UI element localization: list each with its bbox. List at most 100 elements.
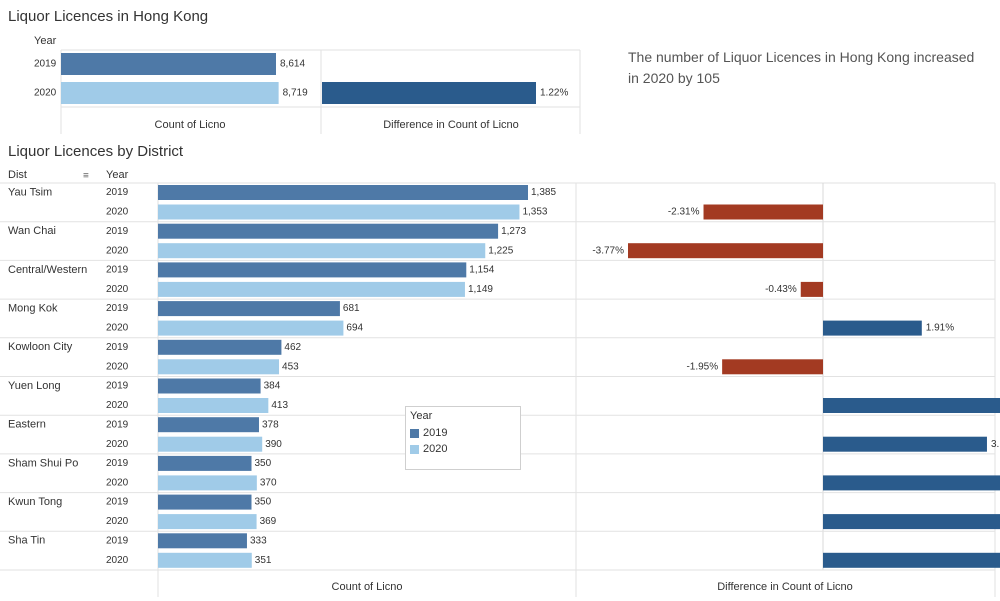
district-name-kwun-tong: Kwun Tong (8, 496, 62, 508)
district-year-2020-yau-tsim: 2020 (106, 207, 129, 218)
diff-bar-central-western (800, 281, 823, 297)
bar-label-2020-sha-tin: 351 (255, 555, 272, 566)
diff-label-eastern: 3.17% (991, 439, 1000, 450)
top-bar-2020 (61, 82, 279, 104)
diff-bar-kwun-tong (823, 514, 1000, 530)
bar-label-2019-sham-shui-po: 350 (255, 458, 272, 469)
legend-item-2019[interactable]: 2019 (410, 427, 447, 439)
bar-2020-eastern (158, 436, 263, 452)
bar-label-2019-kowloon-city: 462 (284, 342, 301, 353)
bar-label-2020-sham-shui-po: 370 (260, 478, 277, 489)
chart-title-hk: Liquor Licences in Hong Kong (8, 8, 209, 25)
district-name-eastern: Eastern (8, 419, 46, 431)
district-year-2020-kowloon-city: 2020 (106, 361, 129, 372)
district-year-2020-sha-tin: 2020 (106, 555, 129, 566)
sort-icon: ≡ (83, 171, 89, 182)
district-year-2020-sham-shui-po: 2020 (106, 478, 129, 489)
legend-title: Year (410, 410, 433, 422)
diff-bar-mong-kok (823, 320, 922, 336)
district-year-2020-wan-chai: 2020 (106, 245, 129, 256)
diff-label-central-western: -0.43% (765, 284, 797, 295)
diff-label-wan-chai: -3.77% (592, 245, 624, 256)
bar-label-2020-mong-kok: 694 (346, 323, 363, 334)
bar-2020-kowloon-city (158, 359, 280, 375)
bar-label-2020-yuen-long: 413 (271, 400, 288, 411)
legend-swatch-2019 (410, 428, 419, 438)
bar-2019-eastern (158, 417, 259, 433)
district-year-2019-kwun-tong: 2019 (106, 497, 129, 508)
diff-label-yau-tsim: -2.31% (668, 207, 700, 218)
district-year-2019-yuen-long: 2019 (106, 381, 129, 392)
bar-label-2020-yau-tsim: 1,353 (522, 207, 547, 218)
bar-2020-sham-shui-po (158, 475, 257, 491)
chart-title-district: Liquor Licences by District (8, 143, 184, 160)
district-name-yuen-long: Yuen Long (8, 380, 61, 392)
bar-label-2019-wan-chai: 1,273 (501, 226, 526, 237)
diff-label-mong-kok: 1.91% (926, 323, 954, 334)
district-name-sham-shui-po: Sham Shui Po (8, 457, 78, 469)
diff-bar-yau-tsim (703, 204, 823, 220)
top-year-label-2019: 2019 (34, 59, 57, 70)
top-bar-2019 (61, 53, 276, 75)
district-year-header: Year (106, 169, 129, 181)
bar-2020-sha-tin (158, 552, 252, 568)
bar-label-2019-sha-tin: 333 (250, 535, 267, 546)
bar-2019-mong-kok (158, 301, 340, 317)
bar-2019-yuen-long (158, 378, 261, 394)
top-year-header: Year (34, 35, 57, 47)
top-bar-label-2020: 8,719 (283, 88, 308, 99)
legend[interactable]: Year 2019 2020 (405, 406, 521, 470)
district-year-2020-central-western: 2020 (106, 284, 129, 295)
bar-2019-wan-chai (158, 223, 499, 239)
bar-label-2019-yau-tsim: 1,385 (531, 187, 556, 198)
bar-2019-kowloon-city (158, 339, 282, 355)
district-year-2019-yau-tsim: 2019 (106, 187, 129, 198)
district-x-axis-title: Count of Licno (332, 581, 403, 593)
bar-label-2020-kwun-tong: 369 (260, 516, 277, 527)
bar-label-2020-wan-chai: 1,225 (488, 245, 513, 256)
district-name-yau-tsim: Yau Tsim (8, 186, 52, 198)
district-name-central-western: Central/Western (8, 264, 87, 276)
diff-bar-yuen-long (823, 398, 1000, 413)
district-year-2019-eastern: 2019 (106, 419, 129, 430)
district-year-2020-yuen-long: 2020 (106, 400, 129, 411)
district-year-2020-kwun-tong: 2020 (106, 516, 129, 527)
bar-2020-wan-chai (158, 243, 486, 259)
bar-label-2019-kwun-tong: 350 (255, 497, 272, 508)
bar-label-2020-kowloon-city: 453 (282, 361, 299, 372)
diff-bar-kowloon-city (722, 359, 823, 375)
legend-item-2020[interactable]: 2020 (410, 443, 447, 455)
bar-2020-central-western (158, 281, 465, 297)
legend-swatch-2020 (410, 444, 419, 454)
bar-2019-sham-shui-po (158, 455, 252, 471)
district-year-2020-eastern: 2020 (106, 439, 129, 450)
bar-2020-kwun-tong (158, 514, 257, 530)
district-name-mong-kok: Mong Kok (8, 303, 58, 315)
bar-label-2020-central-western: 1,149 (468, 284, 493, 295)
district-year-2019-wan-chai: 2019 (106, 226, 129, 237)
district-year-2019-central-western: 2019 (106, 265, 129, 276)
top-diff-axis-title: Difference in Count of Licno (383, 119, 519, 131)
legend-label-2019: 2019 (423, 427, 448, 439)
district-name-sha-tin: Sha Tin (8, 535, 45, 547)
bar-2020-yuen-long (158, 398, 269, 413)
bar-2019-central-western (158, 262, 467, 278)
bar-2019-sha-tin (158, 533, 247, 549)
district-name-kowloon-city: Kowloon City (8, 341, 73, 353)
top-diff-bar-2020 (322, 82, 536, 104)
diff-bar-sha-tin (823, 552, 1000, 568)
top-year-label-2020: 2020 (34, 88, 57, 99)
district-name-wan-chai: Wan Chai (8, 225, 56, 237)
bar-label-2019-eastern: 378 (262, 419, 279, 430)
bar-label-2020-eastern: 390 (265, 439, 282, 450)
top-bar-label-2019: 8,614 (280, 59, 305, 70)
summary-text: The number of Liquor Licences in Hong Ko… (628, 49, 975, 86)
bar-2020-mong-kok (158, 320, 344, 336)
bar-2019-kwun-tong (158, 494, 252, 510)
district-dist-header: Dist (8, 169, 27, 181)
district-year-2019-kowloon-city: 2019 (106, 342, 129, 353)
district-year-2020-mong-kok: 2020 (106, 323, 129, 334)
bar-label-2019-mong-kok: 681 (343, 303, 360, 314)
district-year-2019-sha-tin: 2019 (106, 535, 129, 546)
